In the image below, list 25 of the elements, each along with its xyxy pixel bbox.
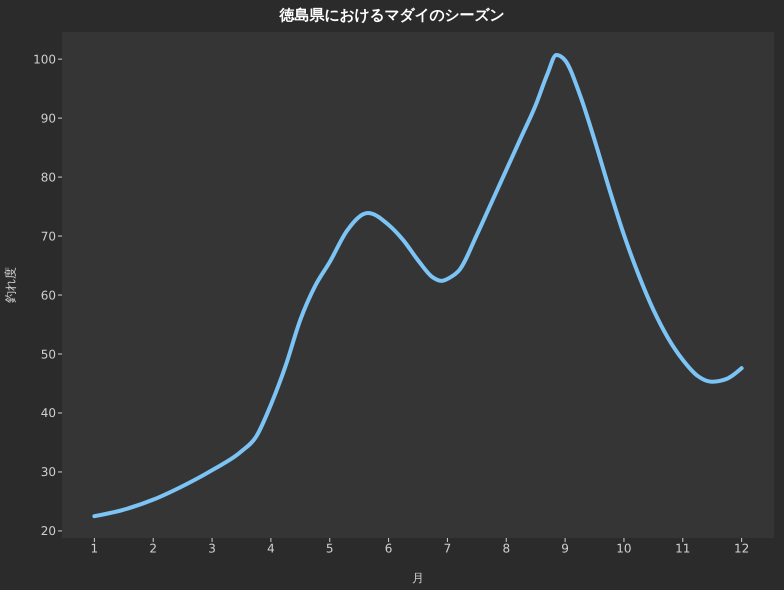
x-tick-label: 12	[734, 542, 750, 556]
x-axis-title: 月	[412, 571, 424, 585]
x-tick-label: 3	[208, 542, 216, 556]
y-tick-label: 50	[40, 347, 56, 362]
x-tick-label: 7	[444, 542, 452, 556]
y-tick-label: 80	[40, 170, 56, 184]
y-tick-label: 30	[40, 465, 56, 480]
x-tick-label: 10	[616, 542, 632, 556]
x-tick-label: 11	[675, 542, 690, 556]
y-tick-label: 70	[40, 229, 56, 244]
x-tick-label: 2	[149, 542, 158, 556]
y-tick-label: 90	[40, 111, 56, 126]
chart-title: 徳島県におけるマダイのシーズン	[278, 6, 506, 25]
x-tick-label: 6	[384, 542, 392, 556]
x-tick-label: 1	[90, 542, 98, 556]
x-tick-label: 4	[267, 542, 275, 556]
y-tick-label: 40	[40, 406, 56, 420]
y-tick-label: 60	[40, 288, 56, 302]
x-tick-label: 9	[561, 542, 569, 556]
x-tick-label: 8	[502, 542, 510, 556]
y-tick-label: 100	[33, 52, 56, 66]
y-tick-label: 20	[40, 524, 56, 538]
x-tick-label: 5	[326, 542, 334, 556]
y-axis-title: 釣れ度	[3, 267, 18, 303]
line-series	[92, 53, 744, 518]
